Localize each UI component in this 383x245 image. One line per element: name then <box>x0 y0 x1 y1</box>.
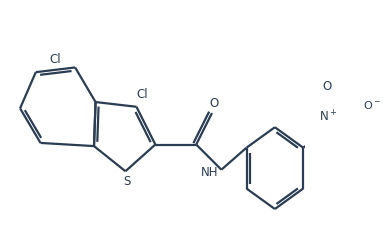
Text: Cl: Cl <box>50 53 61 66</box>
Text: O: O <box>209 97 218 110</box>
Text: NH: NH <box>201 166 218 179</box>
Text: Cl: Cl <box>136 88 148 101</box>
Text: N$^+$: N$^+$ <box>319 110 337 125</box>
Text: O: O <box>322 80 331 93</box>
Text: O$^-$: O$^-$ <box>363 99 381 111</box>
Text: S: S <box>123 175 131 188</box>
